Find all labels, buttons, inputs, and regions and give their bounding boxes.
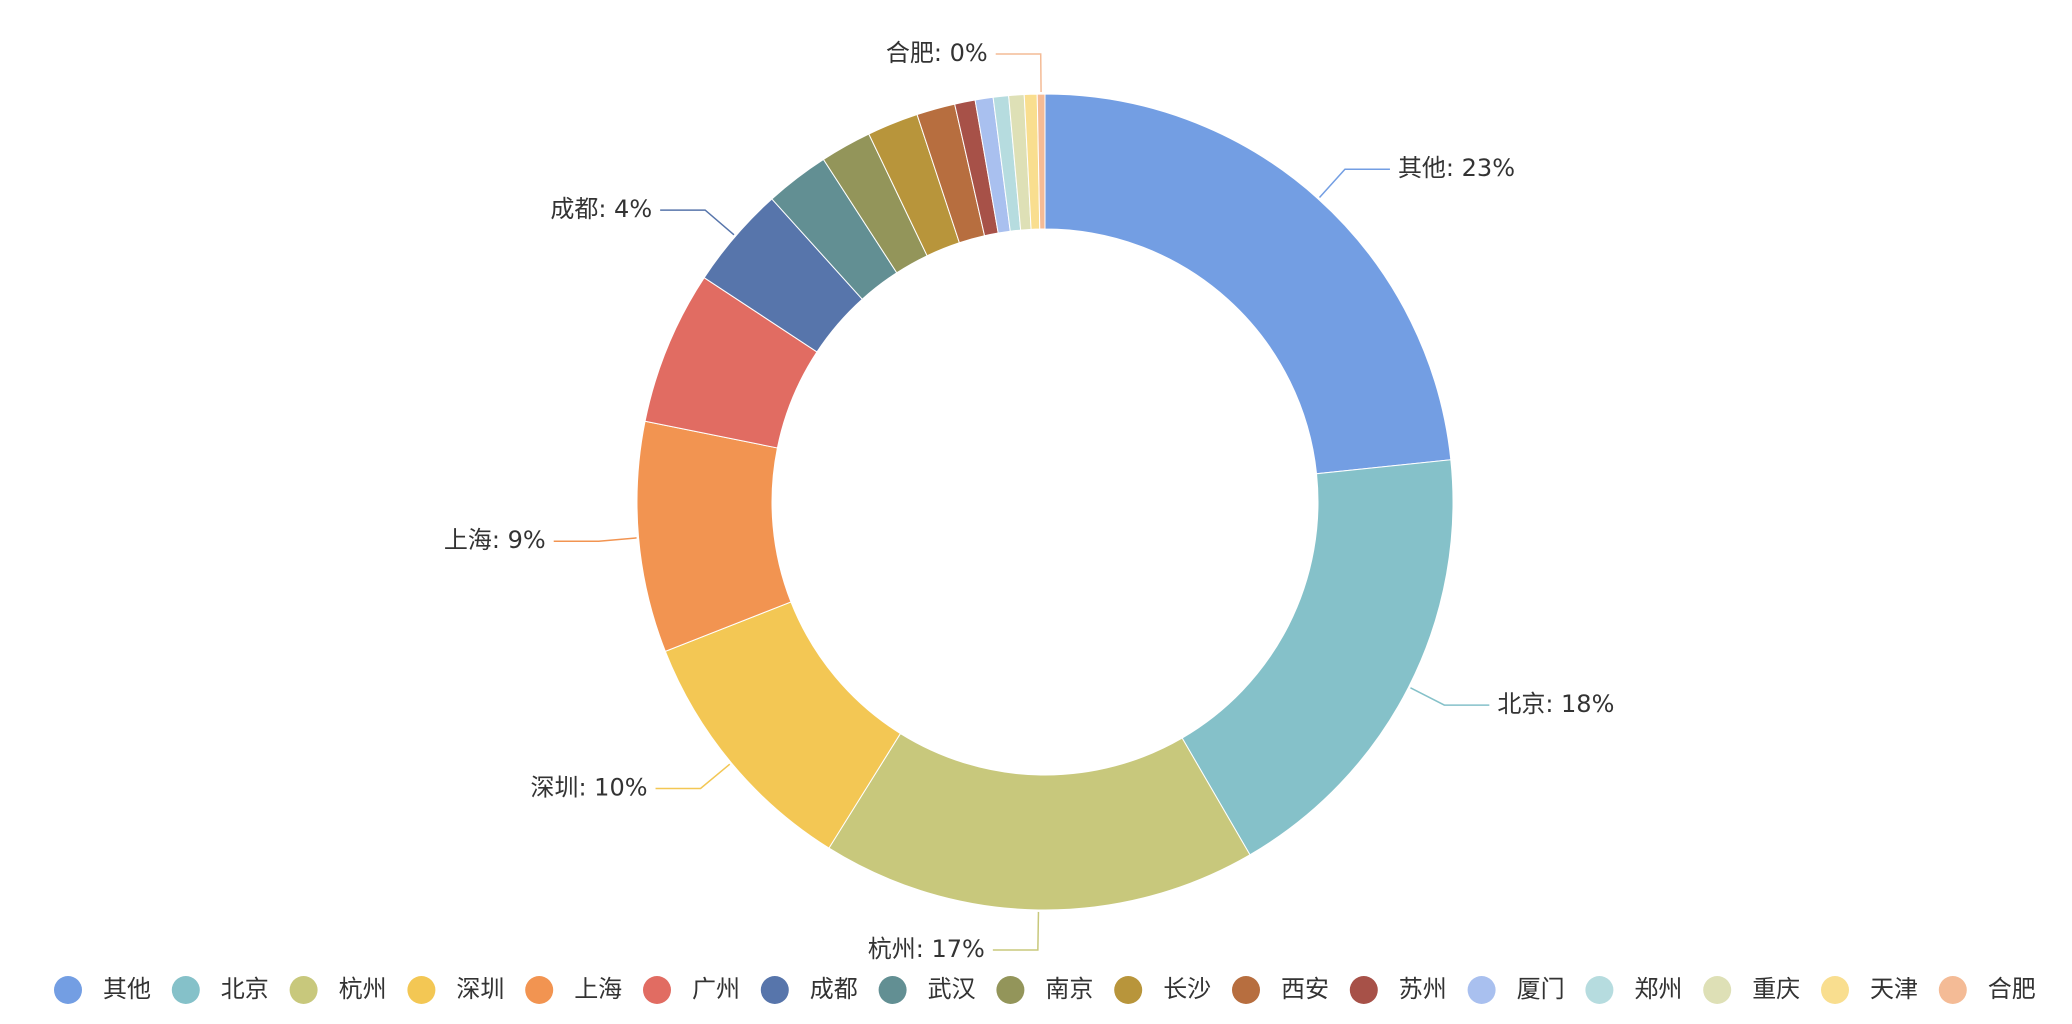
legend-item-9[interactable]: 南京	[996, 975, 1093, 1004]
slice-17-arc[interactable]	[1036, 93, 1046, 230]
leader-line-5	[553, 537, 637, 542]
legend-item-14[interactable]: 郑州	[1585, 975, 1682, 1004]
slice-label-4: 深圳: 10%	[530, 773, 647, 801]
legend-swatch-16	[1821, 976, 1849, 1004]
legend-swatch-15	[1703, 976, 1732, 1004]
legend-item-15[interactable]: 重庆	[1703, 975, 1800, 1004]
legend[interactable]: 其他 北京 杭州 深圳 上海 广州 成都 武汉 南京 长沙 西安 苏州 厦门 郑州 重庆 天津 合肥	[54, 975, 2036, 1004]
legend-label-6: 广州	[692, 975, 740, 1003]
legend-label-10: 长沙	[1163, 975, 1211, 1003]
legend-item-17[interactable]: 合肥	[1938, 975, 2036, 1004]
legend-label-17: 合肥	[1988, 975, 2036, 1003]
legend-swatch-17	[1938, 976, 1967, 1004]
legend-item-2[interactable]: 北京	[171, 975, 269, 1004]
legend-item-11[interactable]: 西安	[1232, 975, 1329, 1004]
legend-item-6[interactable]: 广州	[643, 975, 740, 1004]
legend-item-13[interactable]: 厦门	[1467, 975, 1565, 1004]
slices-layer	[636, 93, 1454, 911]
slice-label-6: 成都: 4%	[550, 195, 652, 223]
legend-item-16[interactable]: 天津	[1821, 975, 1918, 1004]
legend-swatch-7	[760, 976, 789, 1004]
slice-label-5: 上海: 9%	[444, 526, 546, 554]
legend-swatch-2	[171, 976, 200, 1004]
slice-2-arc[interactable]	[1181, 459, 1454, 856]
legend-label-2: 北京	[221, 975, 269, 1003]
slice-3-arc[interactable]	[828, 732, 1251, 911]
legend-swatch-10	[1114, 976, 1143, 1004]
legend-label-13: 厦门	[1517, 975, 1565, 1003]
legend-item-3[interactable]: 杭州	[289, 975, 387, 1004]
legend-swatch-9	[996, 976, 1025, 1004]
leader-line-4	[655, 763, 731, 790]
legend-label-14: 郑州	[1634, 975, 1682, 1003]
legend-item-12[interactable]: 苏州	[1349, 975, 1447, 1004]
legend-item-7[interactable]: 成都	[760, 975, 858, 1004]
legend-label-12: 苏州	[1399, 975, 1447, 1003]
legend-item-10[interactable]: 长沙	[1114, 975, 1211, 1004]
legend-label-4: 深圳	[456, 975, 504, 1003]
legend-label-15: 重庆	[1752, 975, 1800, 1003]
legend-label-8: 武汉	[928, 975, 976, 1003]
legend-swatch-6	[643, 976, 671, 1004]
legend-swatch-11	[1232, 976, 1260, 1004]
legend-label-11: 西安	[1281, 975, 1329, 1003]
slice-label-1: 其他: 23%	[1398, 154, 1515, 182]
leader-line-7	[995, 53, 1042, 93]
leader-line-6	[660, 209, 735, 236]
legend-item-5[interactable]: 上海	[525, 975, 622, 1004]
legend-swatch-14	[1585, 976, 1614, 1004]
leader-line-1	[1318, 168, 1390, 198]
legend-swatch-3	[289, 976, 318, 1004]
legend-item-1[interactable]: 其他	[54, 975, 151, 1004]
legend-label-3: 杭州	[339, 975, 387, 1003]
leader-line-3	[992, 911, 1040, 951]
legend-swatch-5	[525, 976, 554, 1004]
legend-swatch-8	[878, 976, 907, 1004]
legend-label-1: 其他	[103, 975, 151, 1003]
slice-1-arc[interactable]	[1044, 93, 1452, 475]
legend-swatch-4	[407, 976, 436, 1004]
legend-label-9: 南京	[1045, 975, 1093, 1003]
legend-swatch-13	[1467, 976, 1496, 1004]
legend-swatch-12	[1349, 976, 1378, 1004]
legend-label-5: 上海	[574, 975, 622, 1003]
leader-lines-layer	[553, 53, 1490, 951]
slice-label-7: 合肥: 0%	[886, 39, 988, 67]
legend-item-4[interactable]: 深圳	[407, 975, 504, 1004]
slice-label-2: 北京: 18%	[1497, 690, 1614, 718]
legend-item-8[interactable]: 武汉	[878, 975, 976, 1004]
slice-label-3: 杭州: 17%	[868, 935, 985, 963]
legend-swatch-1	[54, 976, 82, 1004]
legend-label-7: 成都	[810, 975, 858, 1003]
legend-label-16: 天津	[1870, 975, 1918, 1003]
slice-labels-layer: 其他: 23% 北京: 18% 杭州: 17% 深圳: 10% 上海: 9% 成都: 4%…	[444, 39, 1614, 963]
leader-line-2	[1410, 687, 1490, 706]
